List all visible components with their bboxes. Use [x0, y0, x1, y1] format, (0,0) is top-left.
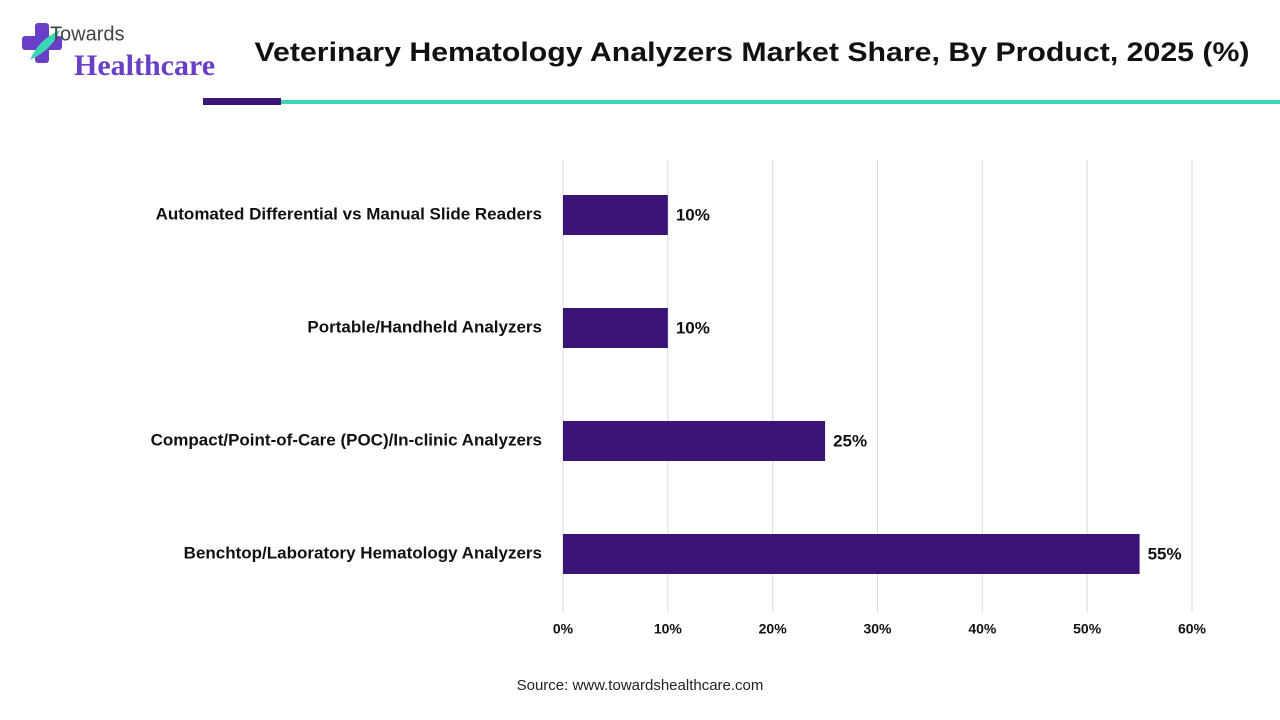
x-tick-label: 50% [1073, 621, 1102, 637]
chart-title: Veterinary Hematology Analyzers Market S… [255, 37, 1250, 67]
bar [563, 421, 826, 461]
logo-icon [22, 23, 62, 63]
x-tick-label: 0% [553, 621, 574, 637]
y-tick-label: Benchtop/Laboratory Hematology Analyzers [184, 543, 542, 562]
x-tick-label: 40% [968, 621, 997, 637]
source: Source: www.towardshealthcare.com [517, 677, 764, 694]
bar [563, 195, 668, 235]
y-tick-label: Automated Differential vs Manual Slide R… [156, 204, 542, 223]
x-tick-label: 30% [863, 621, 892, 637]
x-tick-label: 10% [654, 621, 683, 637]
logo-text: Towards [50, 23, 124, 45]
data-label: 10% [676, 205, 710, 224]
data-label: 25% [833, 431, 867, 450]
y-tick-label: Compact/Point-of-Care (POC)/In-clinic An… [151, 430, 542, 449]
x-tick-label: 20% [759, 621, 788, 637]
logo-text: Healthcare [74, 49, 215, 82]
data-label: 55% [1148, 544, 1182, 563]
data-label: 10% [676, 318, 710, 337]
y-tick-label: Portable/Handheld Analyzers [307, 317, 542, 336]
divider [281, 100, 1280, 104]
bar [563, 534, 1140, 574]
x-tick-label: 60% [1178, 621, 1207, 637]
bar [563, 308, 668, 348]
divider [203, 98, 281, 105]
